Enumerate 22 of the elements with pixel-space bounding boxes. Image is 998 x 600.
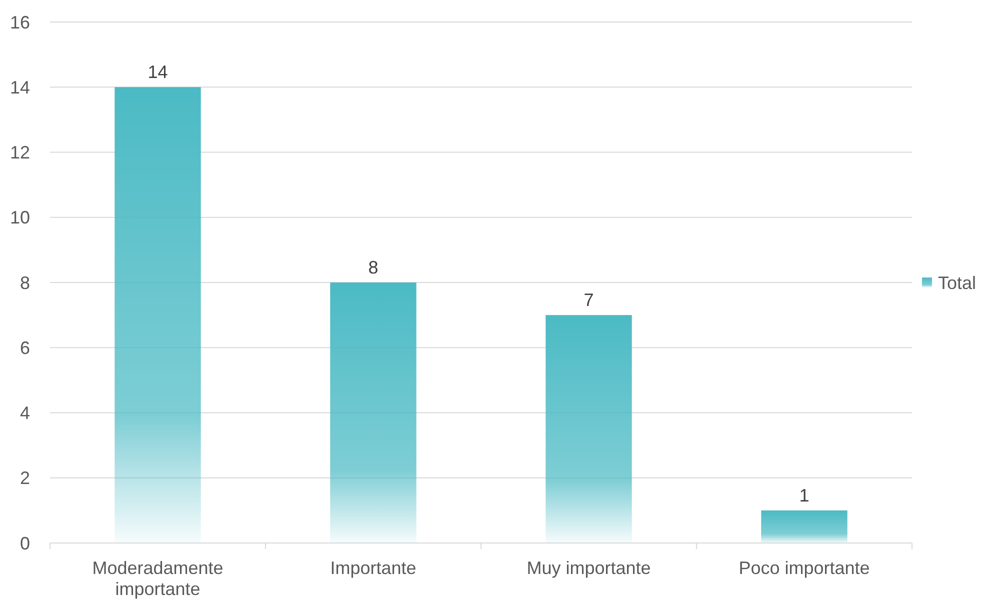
x-tick-label: Importante xyxy=(330,558,416,578)
bar xyxy=(761,510,848,543)
x-tick-label: Muy importante xyxy=(526,558,651,578)
y-tick-label: 10 xyxy=(10,208,30,228)
data-label: 1 xyxy=(799,485,810,506)
bar xyxy=(546,315,632,543)
y-tick-label: 14 xyxy=(10,77,30,98)
y-tick-label: 0 xyxy=(20,533,30,554)
data-label: 7 xyxy=(584,290,594,310)
y-tick-label: 12 xyxy=(10,142,30,163)
x-tick-label: Poco importante xyxy=(738,558,870,578)
bar xyxy=(114,87,201,543)
data-label: 14 xyxy=(148,62,168,82)
y-tick-label: 6 xyxy=(20,338,30,358)
y-tick-label: 8 xyxy=(20,272,30,293)
legend-label: Total xyxy=(938,272,976,293)
bar xyxy=(330,282,416,543)
x-tick-label: Moderadamente importante xyxy=(92,558,224,599)
y-tick-label: 2 xyxy=(20,468,30,488)
data-label: 8 xyxy=(368,258,378,278)
y-tick-label: 16 xyxy=(10,12,30,32)
y-tick-label: 4 xyxy=(20,403,30,424)
